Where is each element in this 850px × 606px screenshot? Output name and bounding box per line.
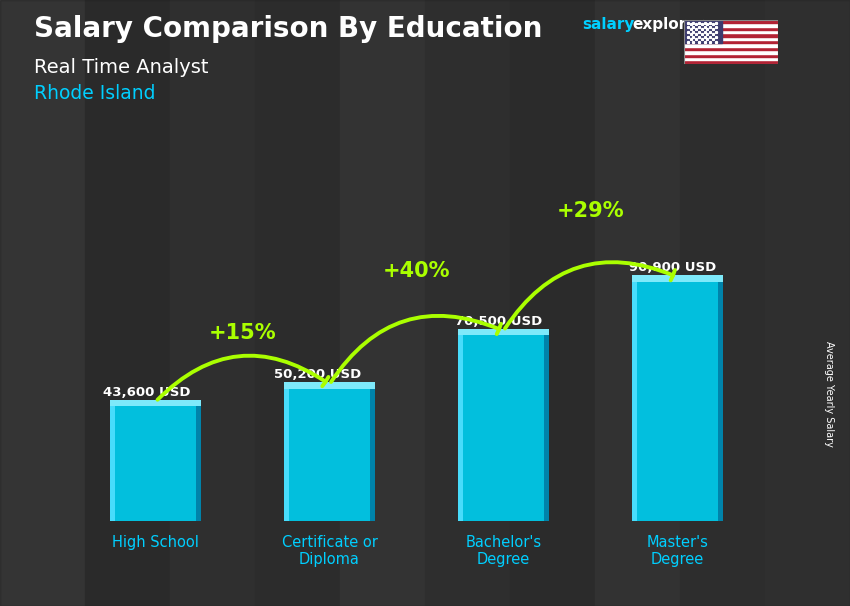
Bar [684, 57, 778, 60]
Bar [170, 0, 255, 606]
Bar [458, 328, 549, 335]
Bar [284, 389, 289, 521]
Bar [765, 0, 850, 606]
Bar [0, 0, 85, 606]
Text: +15%: +15% [209, 323, 276, 343]
Bar [684, 20, 722, 44]
Text: 43,600 USD: 43,600 USD [104, 385, 191, 399]
Text: Real Time Analyst: Real Time Analyst [34, 58, 208, 76]
Text: explorer.com: explorer.com [632, 17, 743, 32]
Bar [684, 47, 778, 50]
Text: +40%: +40% [382, 261, 450, 281]
Bar [684, 33, 778, 37]
Bar [85, 0, 170, 606]
Bar [684, 50, 778, 53]
Text: 90,900 USD: 90,900 USD [629, 261, 716, 274]
Bar [684, 30, 778, 33]
Bar [632, 275, 722, 282]
Bar [717, 282, 722, 521]
Text: Rhode Island: Rhode Island [34, 84, 156, 102]
Bar [684, 27, 778, 30]
Bar [595, 0, 680, 606]
Bar [458, 335, 549, 521]
Bar [684, 44, 778, 47]
Bar [458, 335, 463, 521]
Bar [632, 282, 722, 521]
Bar [680, 0, 765, 606]
Bar [684, 24, 778, 27]
Bar [110, 399, 201, 406]
Text: Salary Comparison By Education: Salary Comparison By Education [34, 15, 542, 43]
Bar [684, 53, 778, 57]
Bar [284, 382, 375, 389]
Text: Average Yearly Salary: Average Yearly Salary [824, 341, 834, 447]
Bar [684, 37, 778, 40]
Bar [196, 406, 201, 521]
Bar [110, 406, 116, 521]
Text: +29%: +29% [557, 201, 624, 221]
Bar [510, 0, 595, 606]
Text: 70,500 USD: 70,500 USD [455, 315, 542, 328]
Bar [544, 335, 549, 521]
Bar [340, 0, 425, 606]
Text: salary: salary [582, 17, 635, 32]
Text: 50,200 USD: 50,200 USD [274, 368, 361, 381]
Bar [632, 282, 637, 521]
Bar [684, 40, 778, 44]
Bar [110, 406, 201, 521]
Bar [684, 60, 778, 64]
Bar [370, 389, 375, 521]
Bar [255, 0, 340, 606]
Bar [284, 389, 375, 521]
Bar [425, 0, 510, 606]
Bar [684, 20, 778, 24]
